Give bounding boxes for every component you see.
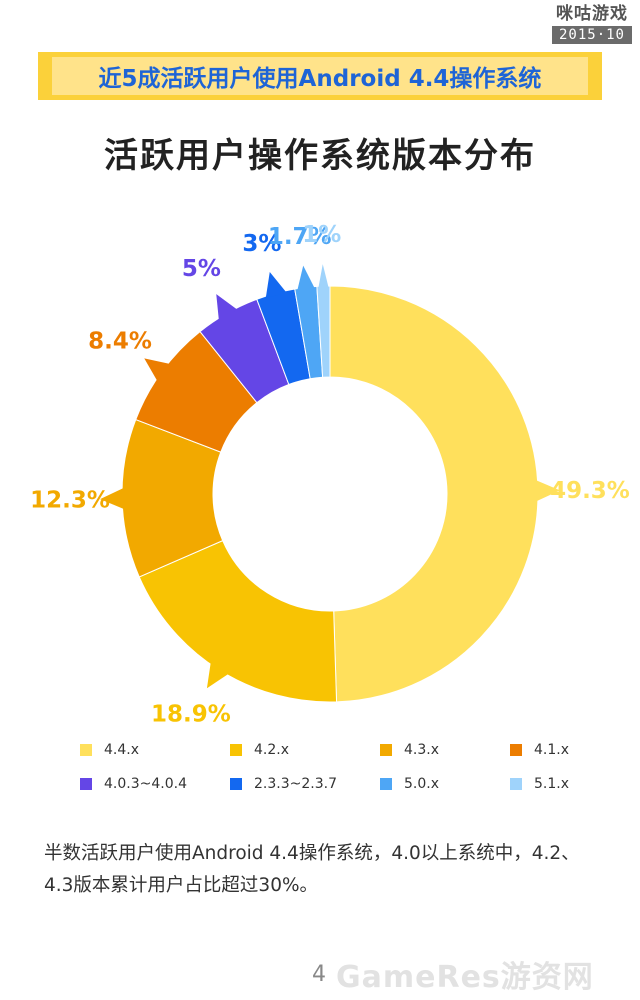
chart-title: 活跃用户操作系统版本分布 (104, 136, 536, 176)
brand-logo: 咪咕游戏 2015·10 (552, 4, 632, 44)
data-label-4-3-x: 12.3% (30, 488, 110, 514)
data-label-4-2-x: 18.9% (151, 702, 231, 728)
slice-4-2-x (138, 539, 338, 703)
legend-swatch (80, 744, 92, 756)
callout-pointer-5-0-x (297, 265, 315, 291)
legend-item-5-0-x: 5.0.x (380, 776, 510, 792)
callout-pointer-4-4-x (535, 479, 560, 502)
legend-label: 4.2.x (254, 742, 289, 758)
legend-item-2-3-3-2-3-7: 2.3.3~2.3.7 (230, 776, 380, 792)
data-label-4-1-x: 8.4% (88, 329, 152, 355)
legend-swatch (380, 744, 392, 756)
donut-chart: 49.3% 18.9% 12.3% 8.4% 5% 3%1.7%1% (30, 222, 630, 728)
legend-swatch (510, 778, 522, 790)
headline-text: 近5成活跃用户使用Android 4.4操作系统 (98, 66, 542, 92)
legend-label: 5.0.x (404, 776, 439, 792)
logo-date: 2015·10 (552, 26, 632, 44)
data-label-5-1-x: 1% (302, 222, 341, 248)
legend-item-4-3-x: 4.3.x (380, 742, 510, 758)
data-label-2-3-3-2-3-7: 3% (242, 231, 281, 257)
callout-pointer-2-3-3-2-3-7 (265, 272, 287, 299)
legend-swatch (380, 778, 392, 790)
description-text: 半数活跃用户使用Android 4.4操作系统，4.0以上系统中，4.2、4.3… (44, 843, 580, 896)
legend-label: 4.3.x (404, 742, 439, 758)
headline-banner: 近5成活跃用户使用Android 4.4操作系统 (38, 52, 602, 100)
callout-pointer-4-1-x (144, 358, 171, 382)
legend-label: 4.0.3~4.0.4 (104, 776, 187, 792)
legend-swatch (80, 778, 92, 790)
page-number: 4 (312, 962, 326, 987)
slice-4-4-x (329, 285, 539, 703)
legend-label: 2.3.3~2.3.7 (254, 776, 337, 792)
legend-label: 5.1.x (534, 776, 569, 792)
chart-legend: 4.4.x 4.2.x 4.3.x 4.1.x 4.0.3~4.0.4 2.3.3~2.3… (80, 742, 600, 792)
callout-pointer-4-2-x (206, 662, 230, 689)
legend-item-4-0-3-4-0-4: 4.0.3~4.0.4 (80, 776, 230, 792)
data-label-4-0-3-4-0-4: 5% (182, 256, 221, 282)
data-label-5-0-x: 1.7% (268, 224, 332, 250)
callout-pointer-4-3-x (100, 487, 125, 510)
data-label-4-4-x: 49.3% (550, 478, 630, 504)
legend-item-4-1-x: 4.1.x (510, 742, 600, 758)
watermark: GameRes游资网 (336, 960, 594, 995)
legend-label: 4.1.x (534, 742, 569, 758)
callout-pointer-5-1-x (318, 264, 329, 289)
legend-item-4-2-x: 4.2.x (230, 742, 380, 758)
logo-mark: 咪咕游戏 (556, 4, 628, 24)
banner-inner (52, 57, 588, 95)
legend-item-5-1-x: 5.1.x (510, 776, 600, 792)
legend-swatch (510, 744, 522, 756)
legend-swatch (230, 778, 242, 790)
legend-label: 4.4.x (104, 742, 139, 758)
callout-pointer-4-0-3-4-0-4 (216, 294, 238, 321)
legend-swatch (230, 744, 242, 756)
legend-item-4-4-x: 4.4.x (80, 742, 230, 758)
